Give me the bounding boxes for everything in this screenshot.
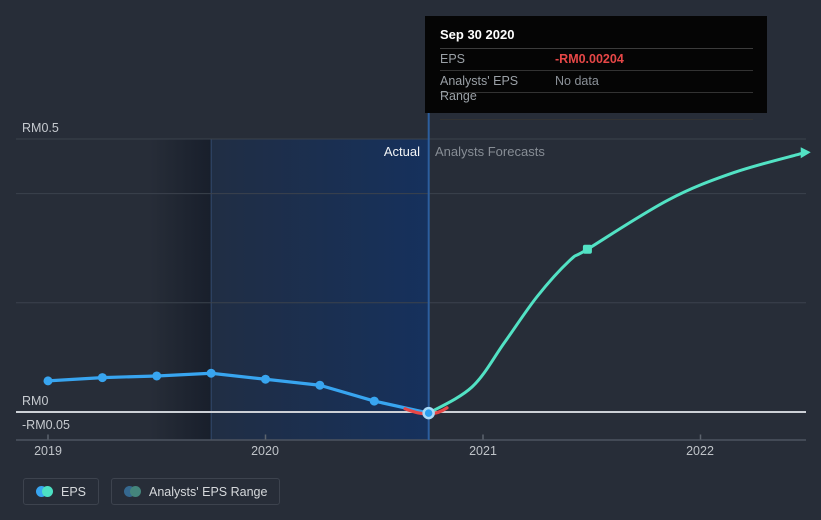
selected-point-marker (422, 406, 435, 420)
tooltip-eps-row: EPS -RM0.00204 (440, 49, 753, 71)
hover-tooltip: Sep 30 2020 EPS -RM0.00204 Analysts' EPS… (425, 16, 767, 120)
eps-legend-dot-icon (36, 486, 53, 497)
x-tick-2021: 2021 (469, 444, 497, 458)
tooltip-eps-value: -RM0.00204 (555, 52, 624, 66)
eps-point-marker (315, 380, 325, 390)
tooltip-range-label: Analysts' EPS Range (440, 74, 519, 103)
tooltip-spacer (440, 93, 753, 120)
x-axis-ticks (47, 434, 702, 440)
legend-eps-label: EPS (61, 484, 87, 499)
eps-point-marker (206, 368, 216, 378)
tooltip-date: Sep 30 2020 (440, 24, 753, 49)
tooltip-range-row: Analysts' EPS Range No data (440, 71, 753, 103)
last-year-highlight-band (211, 139, 429, 440)
past-shadow-gradient (150, 139, 211, 440)
eps-range-legend-dot-icon (124, 486, 142, 497)
eps-point-marker (43, 376, 53, 386)
legend: EPS Analysts' EPS Range (23, 478, 281, 505)
x-tick-2022: 2022 (686, 444, 714, 458)
y-axis-label-zero: RM0 (22, 394, 49, 408)
y-axis-label-min: -RM0.05 (22, 418, 70, 432)
tooltip-eps-label: EPS (440, 52, 466, 66)
eps-point-marker (369, 396, 379, 406)
forecast-line (427, 151, 805, 415)
forecast-end-arrow-icon (800, 147, 811, 159)
x-tick-2020: 2020 (251, 444, 279, 458)
tooltip-range-value: No data (555, 74, 599, 88)
legend-eps-range-button[interactable]: Analysts' EPS Range (111, 478, 281, 505)
eps-point-marker (261, 374, 270, 384)
y-axis-label-max: RM0.5 (22, 121, 59, 135)
eps-point-marker (152, 371, 162, 381)
x-tick-2019: 2019 (34, 444, 62, 458)
forecast-region-label: Analysts Forecasts (435, 144, 545, 159)
eps-actual-line (46, 371, 431, 415)
eps-point-marker (97, 373, 107, 383)
legend-eps-button[interactable]: EPS (23, 478, 100, 505)
data-series-layer (43, 147, 811, 420)
legend-eps-range-label: Analysts' EPS Range (149, 484, 268, 499)
actual-region-label: Actual (383, 144, 420, 159)
forecast-point-marker (582, 244, 592, 254)
